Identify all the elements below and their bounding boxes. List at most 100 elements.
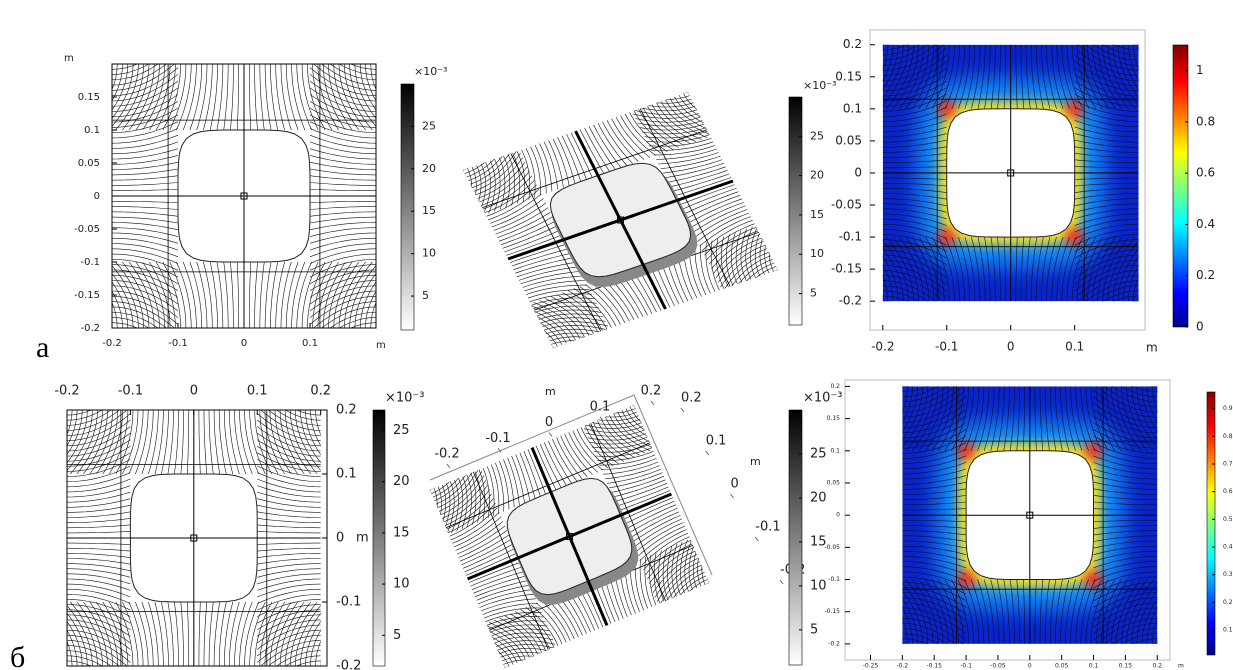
streamline [553, 344, 622, 353]
y-tick-label: 0 [336, 531, 344, 546]
y-tick-label: -0.15 [831, 262, 862, 276]
colorbar-tick-label: 15 [810, 208, 824, 221]
colorbar-tick-label: 0.6 [1196, 166, 1215, 180]
streamline [1094, 350, 1158, 386]
y-tick-label: -0.05 [824, 544, 840, 551]
colorbar-tick-label: 10 [810, 247, 824, 260]
streamline [257, 666, 321, 670]
field-hotspot [1085, 571, 1103, 589]
colorbar-tick-label: 5 [810, 287, 817, 300]
streamline [316, 602, 350, 666]
y-tick-label: 0 [854, 165, 862, 179]
axis-tick [755, 537, 758, 541]
streamline [454, 170, 467, 225]
streamline [67, 666, 130, 670]
y-tick-label: 0.2 [336, 403, 357, 418]
y-unit: m [64, 53, 74, 64]
colorbar-tick-label: 0 [1196, 320, 1204, 334]
colorbar-tick-label: 5 [810, 622, 818, 637]
colorbar-tick-label: 15 [422, 204, 436, 217]
streamline [1134, 237, 1168, 301]
y-tick-label: -0.15 [824, 608, 840, 615]
streamline [1075, 9, 1139, 45]
axis-tick-label: 0.1 [706, 434, 727, 449]
streamline [619, 87, 688, 96]
axis-tick-label: 0.2 [641, 384, 662, 399]
field-hotspot [938, 228, 956, 246]
colorbar-tick-label: 25 [422, 119, 436, 132]
x-tick-label: 0.15 [1119, 663, 1133, 670]
y-tick-label: -0.1 [80, 257, 100, 268]
colorbar-tick-label: 0.3 [1223, 571, 1233, 578]
colorbar-tick-label: 0.2 [1223, 599, 1233, 606]
colorbar-tick-label: 25 [810, 446, 827, 461]
y-tick-label: 0.1 [84, 125, 100, 136]
axis-tick-label: 0 [545, 415, 553, 430]
colorbar-tick-label: 20 [422, 162, 436, 175]
colorbar-tick-label: 10 [422, 247, 436, 260]
colorbar [1173, 45, 1188, 327]
y-tick-label: 0.05 [78, 158, 100, 169]
x-tick-label: 0 [241, 338, 247, 349]
streamline [505, 664, 567, 670]
y-tick-label: -0.1 [839, 230, 862, 244]
y-tick-label: 0.1 [843, 101, 862, 115]
streamline [902, 350, 966, 386]
colorbar-tick-label: 0.6 [1223, 488, 1233, 495]
streamline [1134, 45, 1168, 109]
streamline [310, 328, 376, 365]
streamline [1157, 580, 1193, 644]
streamline [1139, 237, 1175, 301]
axis-tick [731, 494, 734, 498]
y-tick-label: 0.15 [78, 92, 100, 103]
x-tick-label: 0 [1007, 340, 1015, 354]
streamline [316, 410, 350, 474]
streamline [420, 490, 433, 546]
y-tick-label: -0.1 [828, 576, 840, 583]
x-tick-label: -0.1 [960, 663, 972, 670]
field [454, 87, 787, 354]
y-tick-label: -0.15 [74, 290, 100, 301]
axis-tick-label: -0.2 [434, 447, 459, 462]
colorbar [789, 410, 802, 665]
colorbar-tick-label: 20 [810, 169, 824, 182]
y-tick-label: 0 [94, 191, 100, 202]
field-hotspot [938, 100, 956, 118]
streamline [321, 410, 357, 474]
field [867, 350, 1193, 670]
colorbar-tick-label: 5 [393, 628, 401, 643]
x-tick-label: -0.2 [54, 384, 79, 399]
field [75, 27, 413, 365]
y-unit: m [750, 455, 761, 468]
x-tick-label: -0.15 [926, 663, 942, 670]
field [847, 9, 1174, 337]
x-tick-label: -0.05 [990, 663, 1006, 670]
x-tick-label: -0.1 [168, 338, 188, 349]
axis-tick-label: 0.2 [681, 391, 702, 406]
colorbar [1207, 392, 1215, 655]
x-tick-label: 0 [190, 384, 198, 399]
y-tick-label: -0.05 [831, 198, 862, 212]
streamline [873, 580, 907, 644]
y-tick-label: -0.05 [74, 224, 100, 235]
streamline [1152, 386, 1186, 450]
x-tick-label: 0.2 [310, 384, 331, 399]
field-hotspot [1066, 228, 1084, 246]
axis-tick [447, 464, 450, 468]
field-hotspot [957, 571, 975, 589]
y-tick-label: 0.1 [830, 447, 840, 454]
y-tick-label: 0.05 [827, 479, 841, 486]
field-hotspot [1085, 442, 1103, 460]
colorbar-tick-label: 25 [810, 129, 824, 142]
x-tick-label: -0.2 [871, 340, 894, 354]
colorbar [373, 410, 385, 666]
y-tick-label: -0.2 [828, 640, 840, 647]
colorbar-multiplier: ×10⁻³ [414, 65, 447, 78]
streamline [32, 410, 68, 474]
x-tick-label: 0.1 [1065, 340, 1084, 354]
colorbar-tick-label: 25 [393, 423, 410, 438]
colorbar-tick-label: 10 [810, 578, 827, 593]
panel-label: б [10, 641, 25, 670]
colorbar-tick-label: 20 [393, 474, 410, 489]
x-tick-label: -0.25 [863, 663, 879, 670]
